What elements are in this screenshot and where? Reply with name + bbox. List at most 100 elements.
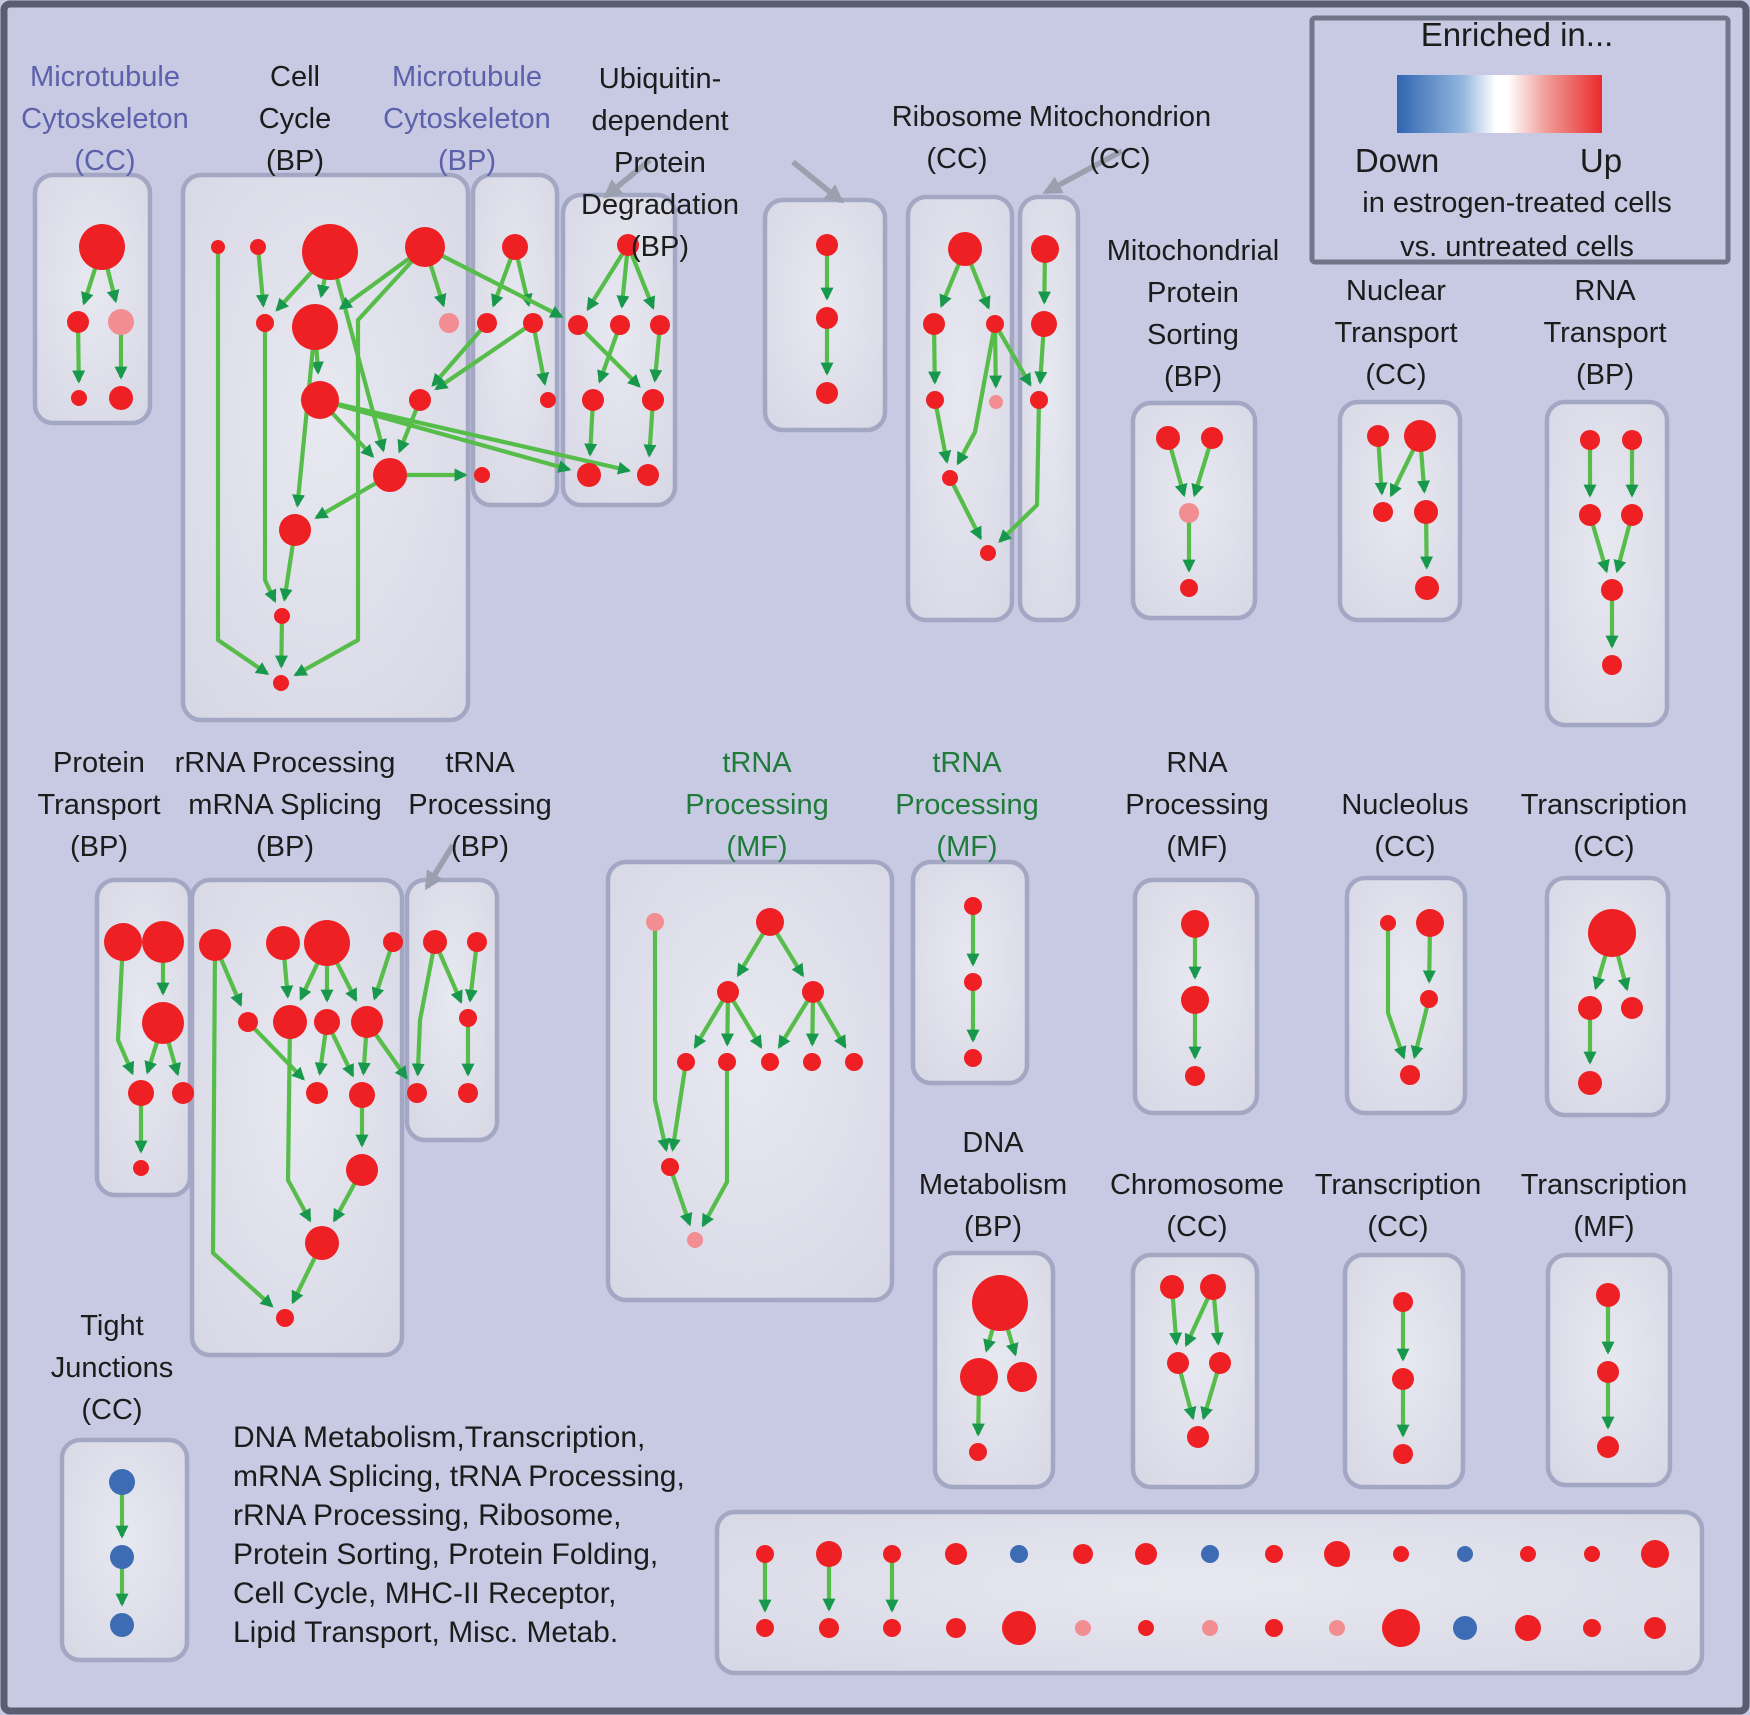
dna-metabolism-bp-node bbox=[960, 1358, 998, 1396]
protein-transport-bp-edge bbox=[115, 941, 135, 1076]
label-pointer-arrow bbox=[603, 157, 652, 199]
nuclear-transport-cc-node bbox=[1373, 502, 1393, 522]
trna-processing-mf-1-edge bbox=[652, 922, 671, 1152]
trna-processing-mf-2-node bbox=[964, 973, 982, 991]
pointer-arrows-layer bbox=[424, 148, 1124, 891]
chromosome-cc-box bbox=[1130, 1252, 1260, 1490]
trna-processing-bp-node bbox=[423, 930, 447, 954]
rna-transport-bp-node bbox=[1601, 579, 1623, 601]
ribosome-cc-node bbox=[926, 391, 944, 409]
cell-cycle-bp-node bbox=[250, 239, 266, 255]
cell-cycle-bp-node bbox=[302, 224, 358, 280]
trna-processing-mf-1-node bbox=[756, 908, 784, 936]
rrna-processing-mrna-splicing-bp-edge bbox=[210, 944, 274, 1308]
ribosome-cc-edge bbox=[932, 399, 952, 464]
chromosome-cc-node bbox=[1187, 1426, 1209, 1448]
mitochondrion-cc-node bbox=[1031, 235, 1059, 263]
ubiquitin-degradation-bp-2-node bbox=[816, 234, 838, 256]
microtubule-cytoskeleton-cc-node bbox=[79, 224, 125, 270]
tight-junctions-cc-node bbox=[109, 1469, 135, 1495]
cluster-labels-layer: Microtubule Cytoskeleton (CC) Cell Cycle (BP)… bbox=[21, 61, 1687, 1426]
rrna-processing-mrna-splicing-bp-node bbox=[351, 1006, 383, 1038]
nuclear-transport-cc-node bbox=[1404, 420, 1436, 452]
trna-processing-bp-edge bbox=[411, 941, 438, 1077]
protein-transport-bp-node bbox=[142, 921, 184, 963]
microtubule-cytoskeleton-cc-node bbox=[109, 386, 133, 410]
ubiquitin-degradation-bp-1-node bbox=[637, 464, 659, 486]
trna-processing-bp-node bbox=[407, 1083, 427, 1103]
legend-down-label: Down bbox=[1355, 142, 1439, 179]
misc-categories-node bbox=[1002, 1611, 1036, 1645]
microtubule-cytoskeleton-bp-node bbox=[523, 313, 543, 333]
cell-cycle-bp-node bbox=[439, 313, 459, 333]
cell-cycle-bp-node bbox=[373, 458, 407, 492]
rna-transport-bp-node bbox=[1580, 430, 1600, 450]
rna-transport-bp-node bbox=[1602, 655, 1622, 675]
trna-processing-mf-1-node bbox=[661, 1158, 679, 1176]
legend-box bbox=[1309, 15, 1731, 265]
dna-metabolism-bp-node bbox=[1007, 1362, 1037, 1392]
label-pointer-arrow bbox=[791, 159, 844, 204]
transcription-mf-node bbox=[1597, 1436, 1619, 1458]
rna-processing-mf-node bbox=[1185, 1066, 1205, 1086]
ubiquitin-degradation-bp-1-node bbox=[582, 389, 604, 411]
ribosome-cc-node bbox=[923, 313, 945, 335]
trna-processing-mf-1-node bbox=[687, 1232, 703, 1248]
trna-processing-bp-node bbox=[458, 1083, 478, 1103]
ubiquitin-degradation-bp-1-edge bbox=[586, 243, 630, 312]
misc-categories-node bbox=[1075, 1620, 1091, 1636]
mitochondrion-cc-label: Mitochondrion (CC) bbox=[1029, 101, 1211, 175]
misc-categories-node bbox=[1135, 1543, 1157, 1565]
misc-categories-node bbox=[1584, 1546, 1600, 1562]
cross-edge bbox=[998, 399, 1042, 543]
mitochondrial-protein-sorting-bp-node bbox=[1156, 426, 1180, 450]
cell-cycle-bp-node bbox=[405, 227, 445, 267]
mitochondrion-cc-box bbox=[1017, 194, 1081, 623]
ubiquitin-degradation-bp-1-node bbox=[617, 234, 639, 256]
cross-edge bbox=[993, 322, 1032, 387]
transcription-mf-label: Transcription (MF) bbox=[1521, 1169, 1688, 1243]
misc-categories-node bbox=[756, 1545, 774, 1563]
misc-categories-box bbox=[714, 1509, 1705, 1676]
ribosome-cc-node bbox=[989, 395, 1003, 409]
protein-transport-bp-label: Protein Transport (BP) bbox=[37, 747, 160, 863]
microtubule-cytoskeleton-cc-node bbox=[67, 311, 89, 333]
dna-metabolism-bp-node bbox=[972, 1275, 1028, 1331]
mitochondrion-cc-node bbox=[1030, 391, 1048, 409]
misc-categories-node bbox=[756, 1619, 774, 1637]
trna-processing-mf-1-node bbox=[718, 1053, 736, 1071]
cell-cycle-bp-node bbox=[211, 240, 225, 254]
nuclear-transport-cc-box bbox=[1337, 399, 1463, 623]
protein-transport-bp-node bbox=[142, 1002, 184, 1044]
cell-cycle-bp-node bbox=[274, 608, 290, 624]
ribosome-cc-label: Ribosome (CC) bbox=[892, 101, 1023, 175]
nucleolus-cc-label: Nucleolus (CC) bbox=[1341, 789, 1468, 863]
ubiquitin-degradation-bp-1-label: Ubiquitin-dependent Protein Degradation (BP… bbox=[581, 63, 739, 263]
cross-edge bbox=[431, 321, 489, 387]
misc-categories-node bbox=[1265, 1545, 1283, 1563]
misc-categories-node bbox=[1324, 1541, 1350, 1567]
tight-junctions-cc-node bbox=[110, 1613, 134, 1637]
ubiquitin-degradation-bp-1-node bbox=[568, 315, 588, 335]
rna-transport-bp-node bbox=[1622, 430, 1642, 450]
transcription-mf-node bbox=[1597, 1361, 1619, 1383]
ribosome-cc-node bbox=[948, 232, 982, 266]
ubiquitin-degradation-bp-1-node bbox=[610, 315, 630, 335]
transcription-cc-3-node bbox=[1392, 1368, 1414, 1390]
trna-processing-mf-1-node bbox=[845, 1053, 863, 1071]
misc-categories-node bbox=[1265, 1619, 1283, 1637]
microtubule-cytoskeleton-cc-node bbox=[108, 309, 134, 335]
legend-gradient-bar bbox=[1397, 75, 1602, 133]
trna-processing-bp-node bbox=[459, 1009, 477, 1027]
nucleolus-cc-node bbox=[1380, 915, 1396, 931]
transcription-cc-3-node bbox=[1393, 1444, 1413, 1464]
protein-transport-bp-node bbox=[128, 1080, 154, 1106]
cross-edge bbox=[319, 397, 632, 475]
rrna-processing-mrna-splicing-bp-node bbox=[304, 920, 350, 966]
legend-subtitle-1: in estrogen-treated cells bbox=[1362, 187, 1672, 219]
mitochondrial-protein-sorting-bp-label: Mitochondrial Protein Sorting (BP) bbox=[1107, 235, 1279, 393]
rna-processing-mf-node bbox=[1181, 910, 1209, 938]
misc-categories-node bbox=[1073, 1544, 1093, 1564]
transcription-mf-node bbox=[1596, 1283, 1620, 1307]
rna-transport-bp-node bbox=[1621, 504, 1643, 526]
